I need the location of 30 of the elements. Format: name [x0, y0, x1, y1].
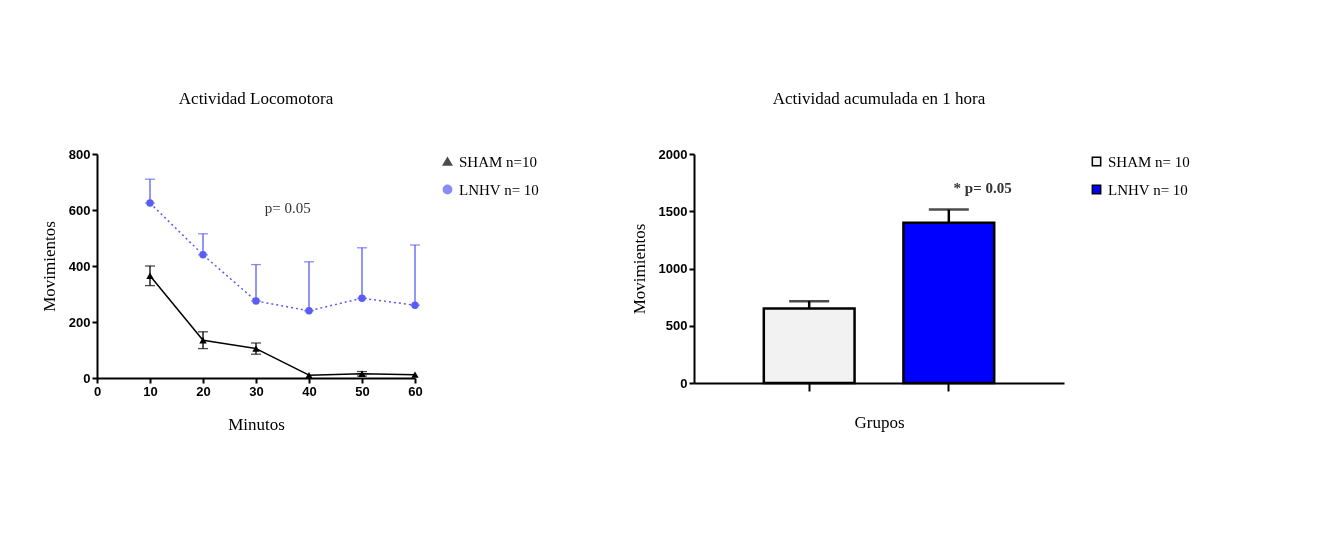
x-tick-label: 40: [302, 383, 317, 399]
point: [411, 371, 419, 378]
annotation: p= 0.05: [264, 199, 311, 216]
y-axis-title: Movimientos: [629, 223, 649, 315]
chart-title: Actividad acumulada en 1 hora: [772, 89, 986, 108]
x-tick-label: 10: [143, 383, 158, 399]
y-tick-label: 600: [68, 202, 91, 218]
y-tick-label: 2000: [658, 146, 688, 162]
y-tick-label: 500: [665, 318, 688, 334]
point: [146, 272, 154, 280]
x-tick-label: 0: [93, 383, 102, 399]
y-tick-label: 800: [68, 146, 91, 162]
y-tick-label: 400: [68, 258, 91, 274]
y-tick-label: 1000: [658, 261, 688, 276]
x-axis-title: Grupos: [854, 412, 905, 432]
legend-label: LNHV n= 10: [459, 181, 539, 198]
x-axis-title: Minutos: [228, 414, 285, 434]
y-axis-title: Movimientos: [39, 221, 59, 312]
annotation: * p= 0.05: [953, 180, 1012, 197]
x-tick-label: 30: [249, 383, 264, 399]
x-tick-label: 60: [408, 383, 423, 399]
y-tick-label: 1500: [658, 203, 688, 219]
x-tick-label: 20: [196, 383, 211, 399]
legend-label: SHAM n=10: [459, 153, 538, 170]
y-tick-label: 0: [83, 370, 91, 386]
legend-label: SHAM n= 10: [1108, 153, 1190, 170]
x-tick-label: 50: [355, 383, 370, 399]
legend-label: LNHV n= 10: [1108, 181, 1188, 198]
y-tick-label: 200: [68, 314, 91, 330]
chart-title: Actividad Locomotora: [178, 89, 334, 108]
